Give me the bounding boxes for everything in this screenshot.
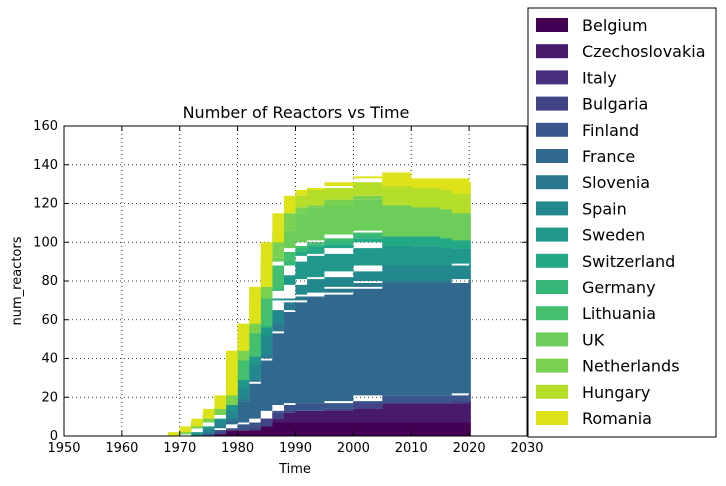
legend-label: Finland bbox=[582, 121, 639, 140]
x-tick-label: 1950 bbox=[47, 441, 80, 456]
x-tick-label: 2020 bbox=[453, 441, 486, 456]
x-tick-label: 1980 bbox=[221, 441, 254, 456]
y-tick-label: 140 bbox=[33, 158, 58, 173]
legend-label: Switzerland bbox=[582, 252, 675, 271]
area-france bbox=[168, 281, 471, 436]
y-axis-label: num_reactors bbox=[10, 236, 25, 325]
y-axis-ticks: 0 20 40 60 80 100 120 140 160 bbox=[33, 119, 527, 444]
legend-label: Romania bbox=[582, 409, 652, 428]
legend-swatch bbox=[536, 280, 568, 294]
area-spain bbox=[168, 263, 471, 436]
legend-label: Sweden bbox=[582, 226, 645, 245]
x-axis-label: Time bbox=[278, 462, 311, 477]
x-tick-label: 2010 bbox=[395, 441, 428, 456]
x-tick-label: 1960 bbox=[105, 441, 138, 456]
y-tick-label: 40 bbox=[41, 352, 58, 367]
legend-swatch bbox=[536, 253, 568, 268]
legend-label: Netherlands bbox=[582, 357, 680, 376]
y-tick-label: 60 bbox=[41, 313, 58, 328]
x-tick-label: 1970 bbox=[163, 441, 196, 456]
legend-swatch bbox=[536, 384, 568, 399]
y-tick-label: 0 bbox=[50, 429, 58, 444]
area-finland bbox=[168, 393, 471, 436]
stacked-areas bbox=[168, 172, 471, 436]
legend-swatch bbox=[536, 96, 568, 111]
legend-label: Italy bbox=[582, 68, 617, 87]
legend-swatch bbox=[536, 332, 568, 347]
legend-label: Czechoslovakia bbox=[582, 42, 706, 61]
legend-swatch bbox=[536, 122, 568, 137]
area-sweden bbox=[168, 242, 471, 436]
legend-swatch bbox=[536, 358, 568, 373]
x-tick-label: 2030 bbox=[510, 441, 543, 456]
x-tick-label: 2000 bbox=[337, 441, 370, 456]
y-tick-label: 120 bbox=[33, 197, 58, 212]
legend-label: Hungary bbox=[582, 383, 650, 402]
y-tick-label: 80 bbox=[41, 274, 58, 289]
x-axis-ticks: 1950 1960 1970 1980 1990 2000 2010 2020 2030 bbox=[47, 126, 544, 456]
legend-label: Bulgaria bbox=[582, 95, 648, 114]
legend-swatch bbox=[536, 411, 568, 425]
y-tick-label: 20 bbox=[41, 390, 58, 405]
legend-swatch bbox=[536, 175, 568, 190]
area-hungary bbox=[168, 176, 471, 436]
legend-label: Lithuania bbox=[582, 304, 656, 323]
legend-swatch bbox=[536, 201, 568, 216]
area-belgium bbox=[168, 422, 471, 436]
legend-swatch bbox=[536, 227, 568, 242]
legend-label: France bbox=[582, 147, 635, 166]
legend-label: Germany bbox=[582, 278, 656, 297]
y-tick-label: 100 bbox=[33, 235, 58, 250]
area-czechoslovakia bbox=[168, 401, 471, 436]
legend-label: UK bbox=[582, 330, 605, 349]
area-uk bbox=[168, 195, 471, 436]
legend-swatch bbox=[536, 70, 568, 85]
legend-swatch bbox=[536, 44, 568, 59]
legend-label: Slovenia bbox=[582, 173, 650, 192]
legend-swatch bbox=[536, 306, 568, 321]
legend-swatch bbox=[536, 18, 568, 32]
legend-label: Belgium bbox=[582, 16, 648, 35]
legend-label: Spain bbox=[582, 199, 627, 218]
y-tick-label: 160 bbox=[33, 119, 58, 134]
legend: Belgium Czechoslovakia Italy Bulgaria Finlan… bbox=[527, 7, 717, 438]
legend-swatch bbox=[536, 149, 568, 163]
chart-title: Number of Reactors vs Time bbox=[183, 103, 410, 122]
x-tick-label: 1990 bbox=[279, 441, 312, 456]
